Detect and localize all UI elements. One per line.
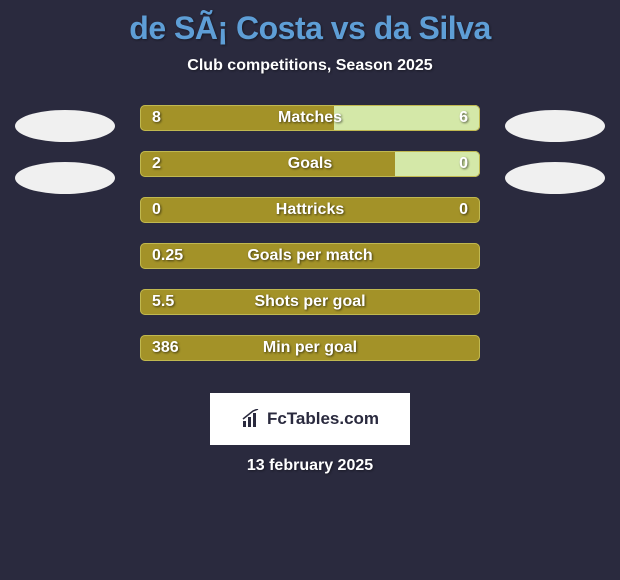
stat-bar: Matches 8 6: [140, 105, 480, 131]
bar-value-left: 8: [152, 109, 161, 127]
bar-label: Hattricks: [276, 201, 344, 219]
player-left-club-avatar: [15, 162, 115, 194]
bar-value-left: 0.25: [152, 247, 183, 265]
chart-icon: [241, 409, 261, 429]
player-right-club-avatar: [505, 162, 605, 194]
bar-value-right: 0: [459, 155, 468, 173]
stat-bar: Goals per match 0.25: [140, 243, 480, 269]
stat-bar: Min per goal 386: [140, 335, 480, 361]
watermark-text: FcTables.com: [267, 409, 379, 429]
comparison-infographic: de SÃ¡ Costa vs da Silva Club competitio…: [0, 0, 620, 580]
bar-value-left: 0: [152, 201, 161, 219]
bar-label: Min per goal: [263, 339, 357, 357]
competition-subtitle: Club competitions, Season 2025: [0, 57, 620, 75]
bar-value-right: 6: [459, 109, 468, 127]
stat-bar: Goals 2 0: [140, 151, 480, 177]
bar-label: Shots per goal: [254, 293, 365, 311]
player-left-avatar: [15, 110, 115, 142]
bar-value-right: 0: [459, 201, 468, 219]
bar-value-left: 5.5: [152, 293, 174, 311]
stat-bar: Shots per goal 5.5: [140, 289, 480, 315]
bar-label: Goals per match: [247, 247, 372, 265]
right-avatar-col: [500, 105, 610, 214]
stats-area: Matches 8 6 Goals 2 0 Hattricks 0 0 Goals per mat…: [0, 105, 620, 381]
bar-value-left: 2: [152, 155, 161, 173]
bar-label: Matches: [278, 109, 342, 127]
bar-fill-left: [140, 151, 395, 177]
bar-fill-right: [334, 105, 480, 131]
bar-label: Goals: [288, 155, 332, 173]
date-label: 13 february 2025: [0, 457, 620, 475]
fctables-watermark: FcTables.com: [210, 393, 410, 445]
page-title: de SÃ¡ Costa vs da Silva: [0, 0, 620, 47]
player-right-avatar: [505, 110, 605, 142]
stat-bar: Hattricks 0 0: [140, 197, 480, 223]
bar-value-left: 386: [152, 339, 179, 357]
left-avatar-col: [10, 105, 120, 214]
stat-bars: Matches 8 6 Goals 2 0 Hattricks 0 0 Goals per mat…: [120, 105, 500, 381]
